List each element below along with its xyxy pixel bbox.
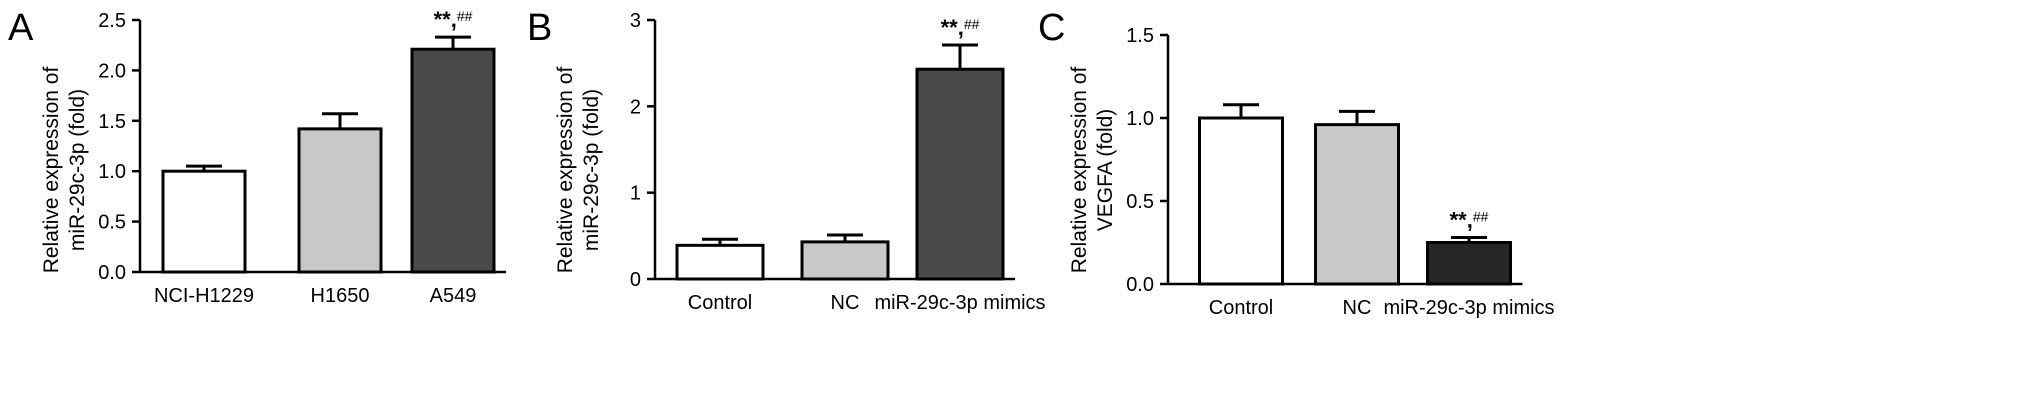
x-tick-label: miR-29c-3p mimics: [1383, 297, 1554, 319]
plot-area: NCI-H1229 H1650 A549 **,## 0.0 0.5 1.0 1.5 2.0 2.…: [98, 7, 506, 307]
x-tick-label: Control: [1209, 297, 1273, 319]
y-axis-title-line-1: Relative expression of: [40, 67, 63, 274]
y-tick-label: 1.0: [1126, 108, 1154, 130]
significance-label: **,##: [434, 7, 473, 32]
bar: [1426, 241, 1512, 286]
y-tick-label: 2.5: [98, 10, 126, 32]
panel-letter: A: [8, 7, 34, 49]
significance-label: **,##: [1450, 208, 1489, 233]
y-tick-label: 0: [630, 269, 641, 291]
y-tick-label: 1.5: [1126, 25, 1154, 47]
panel-letter: C: [1038, 7, 1065, 49]
plot-area: Control NC miR-29c-3p mimics **,## 0.0 0.5 1.0…: [1126, 25, 1554, 319]
bar: [297, 127, 383, 274]
y-axis-title-line-2: VEGFA (fold): [1094, 109, 1117, 232]
y-axis-title-line-2: miR-29c-3p (fold): [66, 89, 89, 251]
y-tick-label: 0.0: [98, 262, 126, 284]
panel-b: B Relative expression of miR-29c-3p (fol…: [527, 7, 1046, 314]
x-tick-label: H1650: [311, 285, 370, 307]
y-axis-title: Relative expression of miR-29c-3p (fold): [554, 67, 603, 274]
bar: [410, 47, 496, 274]
bar: [1198, 116, 1284, 286]
y-tick-label: 2: [630, 96, 641, 118]
bar: [1314, 123, 1400, 286]
x-tick-label: NC: [831, 292, 860, 314]
significance-label: **,##: [941, 15, 980, 40]
y-tick-label: 1.5: [98, 111, 126, 133]
bar: [800, 240, 890, 281]
y-tick-label: 0.0: [1126, 274, 1154, 296]
y-tick-label: 0.5: [98, 212, 126, 234]
y-axis-title-line-1: Relative expression of: [1068, 67, 1091, 274]
x-tick-label: NCI-H1229: [154, 285, 254, 307]
y-tick-label: 1.0: [98, 161, 126, 183]
y-axis-title: Relative expression of miR-29c-3p (fold): [40, 67, 89, 274]
bar: [675, 243, 765, 281]
bar: [915, 67, 1005, 281]
y-tick-label: 3: [630, 10, 641, 32]
x-tick-label: NC: [1343, 297, 1372, 319]
x-tick-label: miR-29c-3p mimics: [874, 292, 1045, 314]
x-tick-label: Control: [688, 292, 752, 314]
x-tick-label: A549: [430, 285, 477, 307]
panel-a: A Relative expression of miR-29c-3p (fol…: [8, 7, 506, 307]
panel-letter: B: [527, 7, 552, 49]
plot-area: Control NC miR-29c-3p mimics **,## 0 1 2 3: [630, 10, 1046, 314]
y-axis-title: Relative expression of VEGFA (fold): [1068, 67, 1117, 274]
y-tick-label: 1: [630, 183, 641, 205]
y-tick-label: 0.5: [1126, 191, 1154, 213]
y-axis-title-line-1: Relative expression of: [554, 67, 577, 274]
panel-c: C Relative expression of VEGFA (fold) Co…: [1038, 7, 1555, 319]
y-tick-label: 2.0: [98, 60, 126, 82]
y-axis-title-line-2: miR-29c-3p (fold): [580, 89, 603, 251]
bar: [161, 169, 247, 274]
